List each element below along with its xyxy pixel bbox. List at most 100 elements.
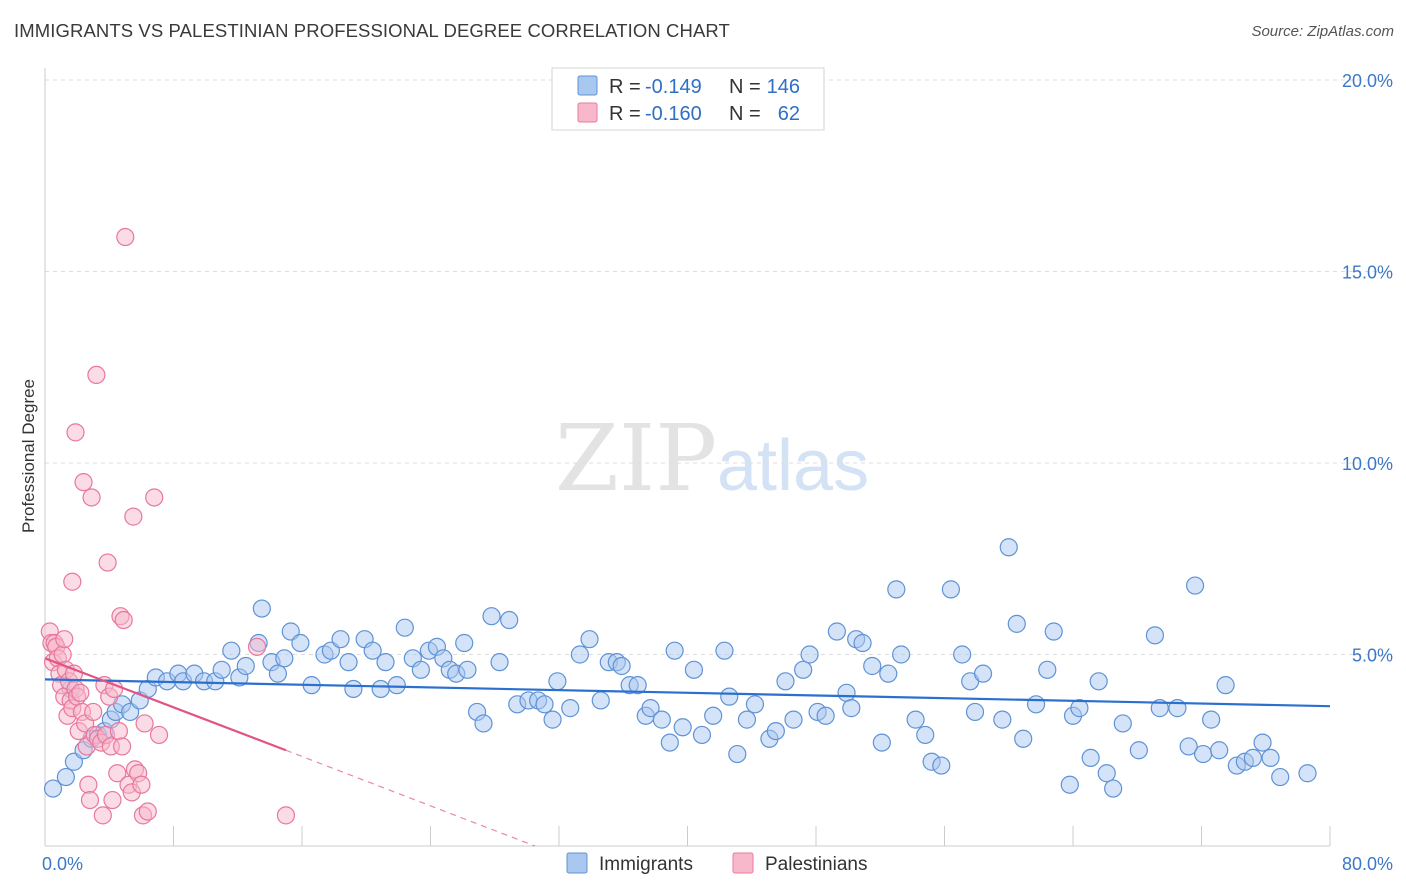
x-tick-label: 80.0% [1342,854,1393,874]
chart-title: IMMIGRANTS VS PALESTINIAN PROFESSIONAL D… [14,20,730,41]
immigrants-point [535,695,554,714]
immigrants-point [387,676,406,695]
palestinians-point [145,488,164,507]
immigrants-point [490,653,509,672]
palestinians-point [93,806,112,825]
y-axis-label: Professional Degree [19,379,38,533]
immigrants-point [715,641,734,660]
series-legend: Immigrants Palestinians [566,852,867,875]
immigrants-point [1253,733,1272,752]
immigrants-point [56,767,75,787]
chart-source: Source: ZipAtlas.com [1251,23,1394,40]
immigrants-point [932,756,951,775]
immigrants-point [1261,748,1280,768]
immigrants-point [1271,767,1290,787]
palestinians-point [116,227,135,247]
immigrants-point [543,710,562,729]
immigrants-point [268,664,288,683]
immigrants-point [363,641,382,660]
immigrants-point [1202,710,1221,729]
immigrants-point [371,679,390,699]
legend-swatch-palestinians [577,102,598,123]
palestinians-point [109,721,128,741]
bottom-legend-swatch-immigrants [566,852,588,874]
immigrants-point [43,779,63,798]
immigrants-point [827,622,846,641]
y-tick-label: 15.0% [1342,263,1393,283]
immigrants-point [993,710,1012,729]
legend-swatch-immigrants [577,75,598,96]
immigrants-point [916,725,935,745]
immigrants-point [892,645,911,664]
gridlines [45,79,1392,655]
immigrants-points [43,538,1317,798]
palestinians-point [82,488,101,507]
palestinians-point [112,737,132,756]
watermark-atlas: atlas [717,426,869,506]
palestinians-point [247,637,267,656]
immigrants-point [1060,775,1079,794]
immigrants-point [728,744,747,764]
y-tick-label: 10.0% [1342,454,1393,474]
immigrants-point [1014,729,1033,748]
immigrants-point [344,679,363,699]
palestinians-point [71,683,90,702]
immigrants-point [665,641,684,660]
immigrants-point [1210,741,1229,760]
immigrants-point [842,699,861,718]
palestinians-point [98,553,117,572]
immigrants-point [673,718,692,737]
bottom-legend-swatch-palestinians [732,852,754,874]
bottom-legend-immigrants: Immigrants [599,854,693,875]
immigrants-point [879,664,898,683]
palestinians-point [63,572,82,591]
immigrants-trend-line [44,678,1331,708]
immigrants-point [720,687,739,706]
immigrants-point [906,710,925,729]
immigrants-point [1179,737,1198,756]
immigrants-point [660,733,679,752]
palestinians-point [103,790,122,810]
immigrants-point [641,699,660,718]
immigrants-point [1070,699,1089,718]
immigrants-point [872,733,891,752]
legend-n-value: 146 [767,76,800,98]
immigrants-point [887,580,906,599]
immigrants-point [999,538,1018,557]
immigrants-point [794,660,813,679]
x-tick-labels: 0.0% 80.0% [42,854,1393,874]
immigrants-point [339,653,358,672]
immigrants-point [784,710,803,729]
x-ticks [44,826,1331,846]
immigrants-point [837,683,856,702]
immigrants-point [652,710,671,729]
immigrants-point [474,714,493,733]
immigrants-point [941,580,961,599]
immigrants-point [411,660,430,679]
immigrants-point [692,725,712,745]
immigrants-point [570,645,589,664]
immigrants-point [684,660,704,679]
legend-r-value: -0.149 [645,76,702,98]
immigrants-point [1150,699,1169,718]
palestinians-trend-line [44,657,287,752]
immigrants-point [376,653,395,672]
immigrants-point [275,649,294,668]
palestinians-point [53,645,72,664]
immigrants-point [1026,695,1046,714]
legend-n-label: N = [729,76,761,98]
y-tick-labels: 5.0% 10.0% 15.0% 20.0% [1342,71,1393,666]
legend-r-value: -0.160 [645,103,702,125]
immigrants-point [1089,672,1108,691]
immigrants-point [212,660,231,679]
immigrants-point [853,633,872,653]
immigrants-point [1194,744,1213,764]
immigrants-point [1129,741,1148,760]
palestinians-point [108,764,127,783]
immigrants-point [1243,748,1263,768]
immigrants-point [1104,779,1123,798]
immigrants-point [236,656,255,676]
immigrants-point [965,702,985,722]
palestinians-point [80,790,100,810]
